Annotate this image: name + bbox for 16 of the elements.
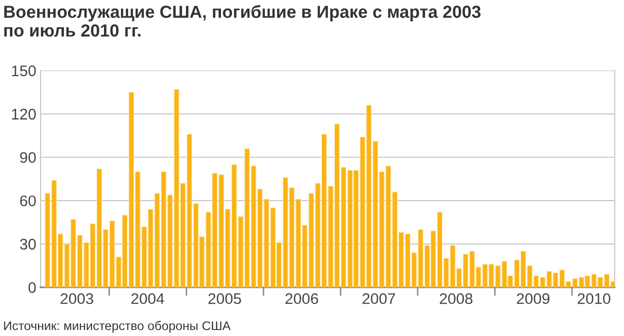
x-tick-label: 2003	[60, 293, 94, 304]
y-tick-label: 60	[20, 195, 36, 206]
chart-title: Военнослужащие США, погибшие в Ираке с марта 2003 по июль 2010 гг.	[4, 5, 481, 37]
y-tick-label: 30	[20, 238, 36, 250]
y-tick-label: 0	[28, 282, 36, 293]
y-tick-label: 120	[12, 108, 36, 120]
x-tick-label: 2009	[516, 293, 550, 304]
x-tick-label: 2008	[440, 293, 472, 304]
x-tick-label: 2005	[208, 293, 242, 304]
y-tick-label: 90	[20, 152, 36, 163]
x-tick-label: 2010	[578, 293, 610, 304]
x-tick-label: 2007	[362, 293, 396, 304]
y-tick-label: 150	[12, 65, 36, 76]
text: Источник: министерство обороны США	[4, 320, 231, 333]
x-tick-label: 2006	[286, 293, 318, 304]
x-tick-label: 2004	[131, 293, 164, 304]
